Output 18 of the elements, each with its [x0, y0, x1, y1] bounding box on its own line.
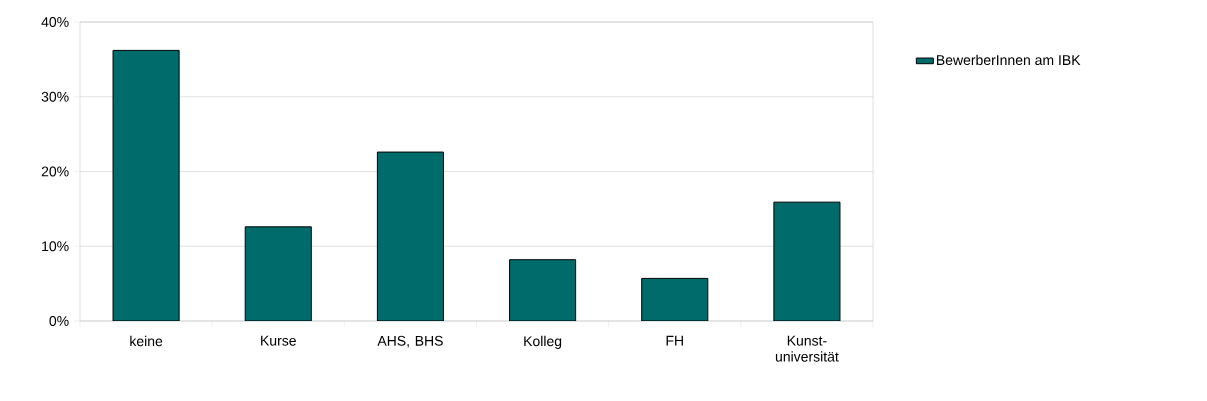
legend-label: BewerberInnen am IBK: [937, 54, 1081, 66]
bar: [244, 226, 312, 321]
x-tick-label: AHS, BHS: [377, 335, 443, 348]
x-tick-label: keine: [130, 335, 163, 347]
y-tick-label: 0%: [49, 316, 69, 326]
y-tick-label: 30%: [41, 91, 69, 102]
bar: [773, 201, 841, 321]
x-tick-label: Kolleg: [524, 335, 562, 349]
bar: [641, 277, 709, 321]
bar: [376, 151, 444, 321]
x-tick-label: Kurse: [261, 335, 296, 346]
bar: [112, 49, 180, 321]
y-tick-label: 40%: [41, 17, 69, 27]
x-tick-label: Kunst-universität: [775, 335, 839, 362]
y-tick-label: 10%: [42, 241, 69, 252]
y-tick-label: 20%: [41, 166, 69, 177]
bar: [509, 259, 577, 321]
x-tick-label: FH: [666, 335, 683, 346]
